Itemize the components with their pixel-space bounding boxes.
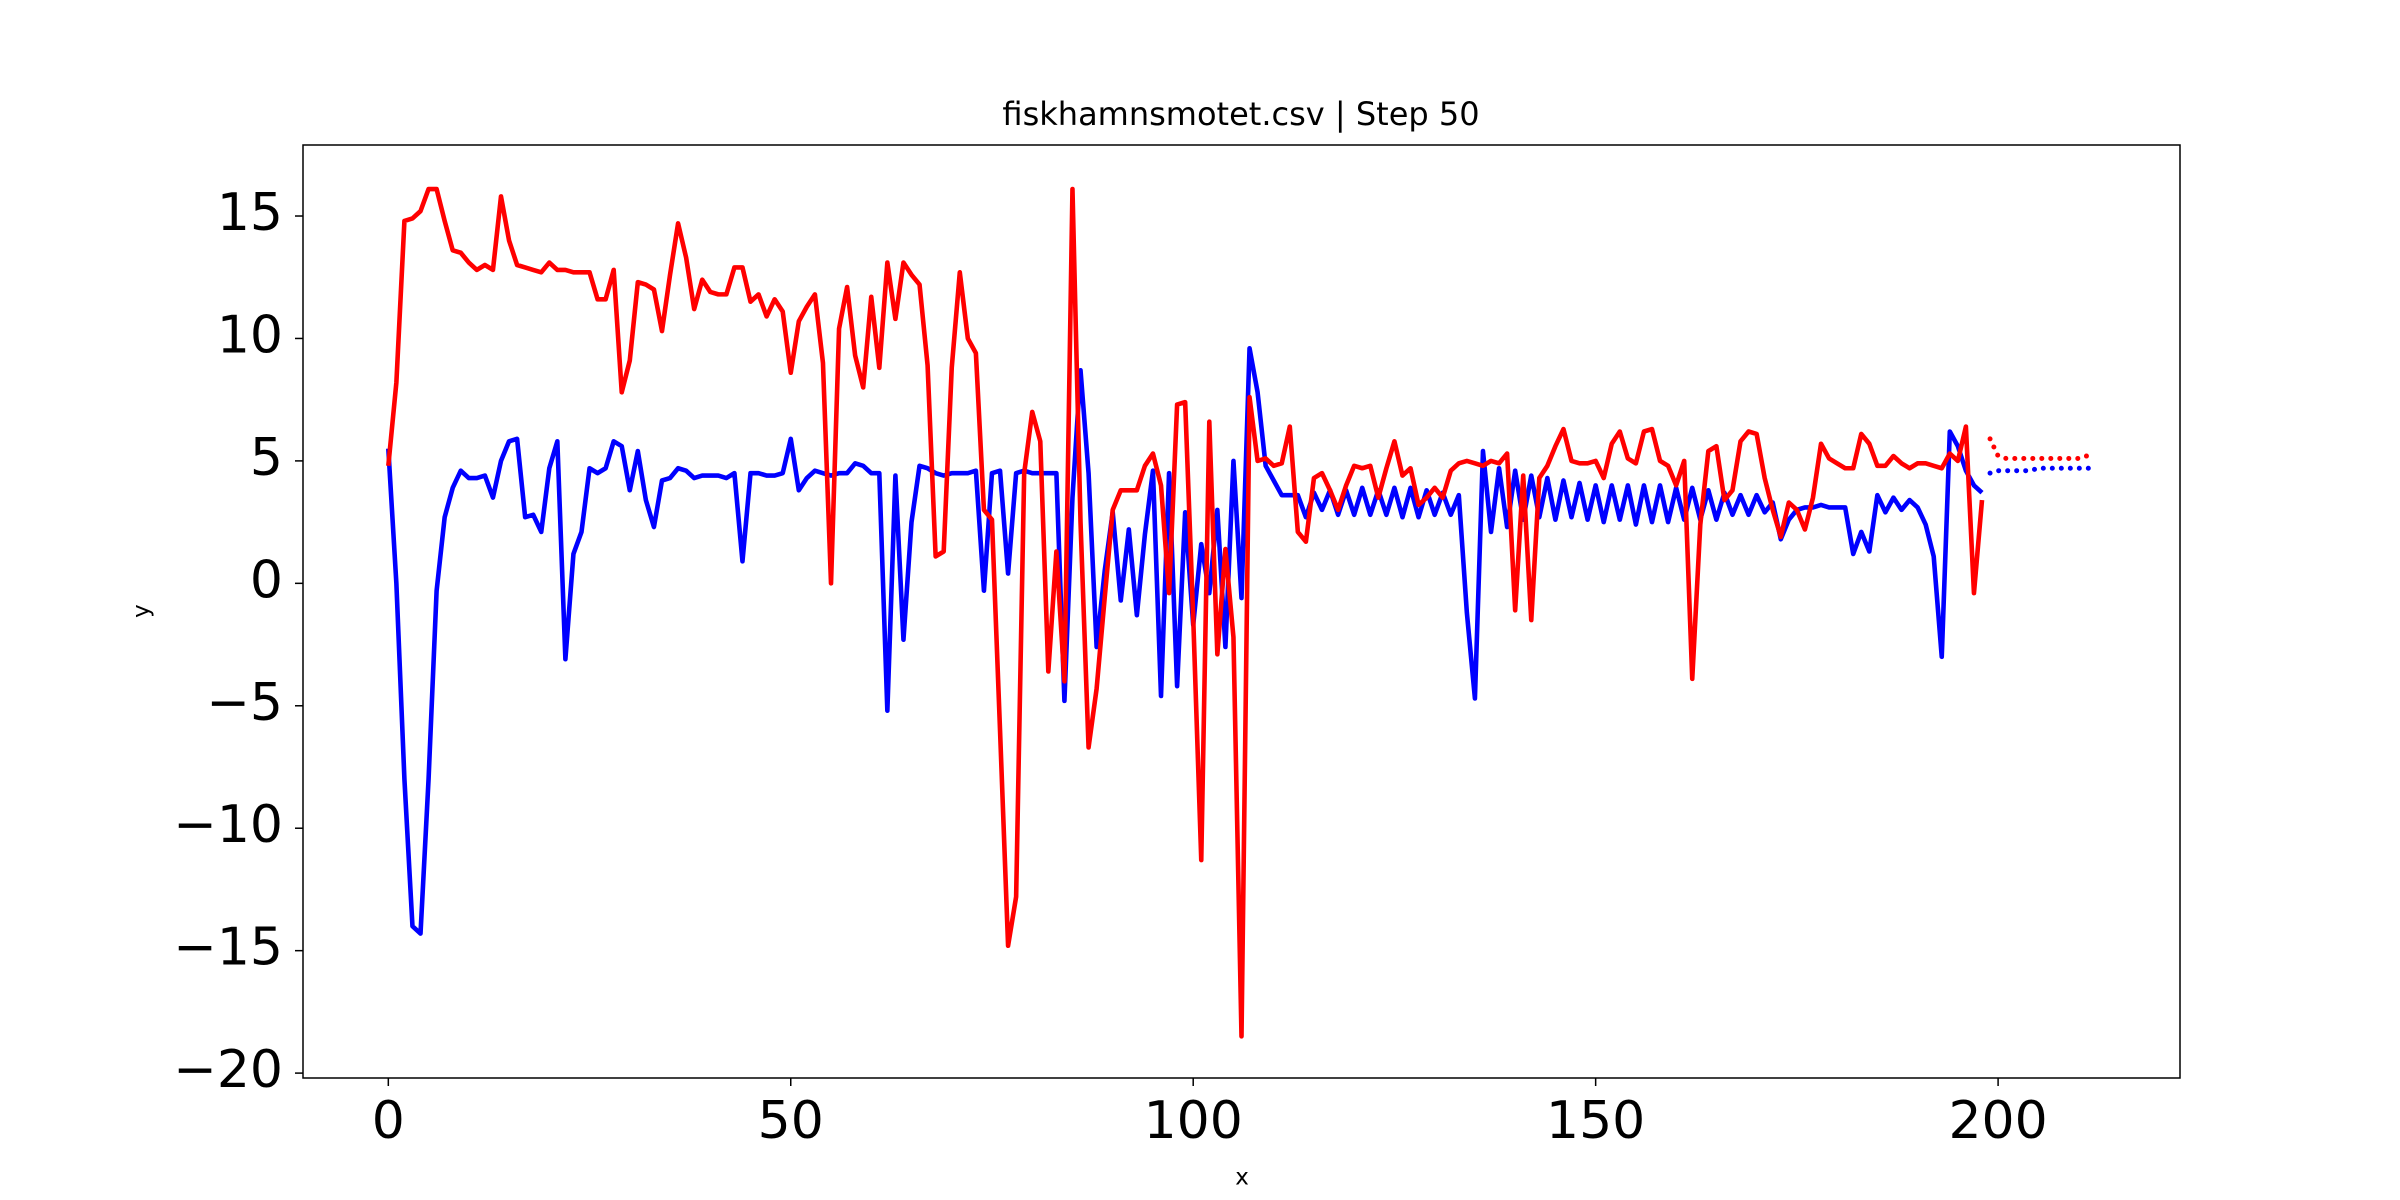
y-tick-label: −5 [206,673,283,733]
y-tick-label: 0 [250,550,283,610]
x-tick-label: 100 [1144,1091,1243,1151]
series-line [386,345,1984,936]
x-tick-label: 0 [372,1091,405,1151]
series-line [1987,465,2098,476]
y-tick-label: 5 [250,428,283,488]
x-tick-label: 150 [1546,1091,1645,1151]
y-tick-label: 15 [217,183,283,243]
series-line [386,186,1985,1039]
plot-frame [302,144,2181,1079]
y-tick-label: 10 [217,305,283,365]
series-line [1987,436,2098,461]
y-tick-label: −20 [173,1040,283,1100]
x-axis-label: x [1235,1165,1249,1191]
x-tick-label: 200 [1948,1091,2047,1151]
y-tick-label: −15 [173,918,283,978]
y-tick-label: −10 [173,795,283,855]
x-tick-label: 50 [758,1091,824,1151]
chart-title: fiskhamnsmotet.csv | Step 50 [1002,95,1479,133]
y-axis-label: y [129,604,155,618]
